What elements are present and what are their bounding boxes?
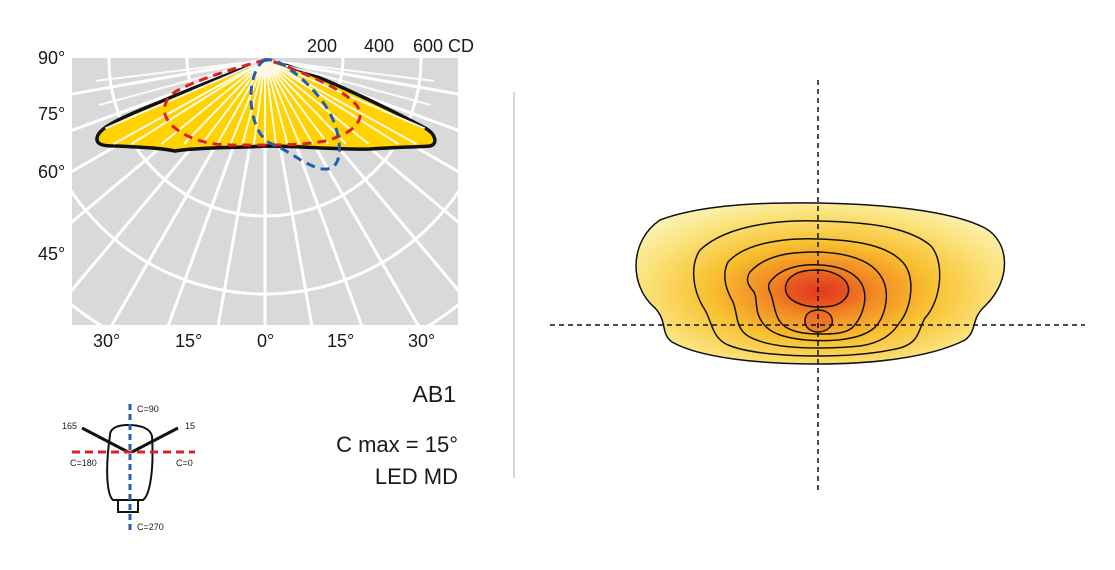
fill-ray-line <box>264 59 301 145</box>
fill-ray-line <box>113 59 266 145</box>
label-c180: C=180 <box>70 458 97 468</box>
label-c270: C=270 <box>137 522 164 532</box>
label-165: 165 <box>62 421 77 431</box>
fill-ray-line <box>264 59 278 145</box>
isolux-contour-2 <box>724 238 912 349</box>
grid-radial-line <box>264 58 458 96</box>
grid-radial-line <box>72 58 266 132</box>
angle-label-15-left: 15° <box>175 331 202 351</box>
label-c0: C=0 <box>176 458 193 468</box>
arm-165 <box>81 426 129 454</box>
fill-ray-line <box>252 59 266 145</box>
light-source: LED MD <box>375 464 458 489</box>
fill-ray-line <box>104 59 266 130</box>
fill-ray-line <box>241 59 266 145</box>
isolux-outer <box>635 202 1006 365</box>
isolux-core-lower <box>804 309 833 333</box>
label-c90: C=90 <box>137 404 159 414</box>
fill-ray-line <box>99 59 266 106</box>
isolux-core-upper <box>784 269 850 308</box>
fill-ray-line <box>264 59 289 145</box>
angle-label-45: 45° <box>38 244 65 264</box>
arm-15 <box>131 426 179 454</box>
fill-ray-line <box>131 59 266 145</box>
angle-label-30-left: 30° <box>93 331 120 351</box>
curve-c0-c180 <box>163 58 362 147</box>
isolux-contour-1 <box>692 220 941 357</box>
grid-radial-line <box>72 58 266 96</box>
angle-label-0: 0° <box>257 331 274 351</box>
intensity-label-400: 400 <box>364 36 394 56</box>
fill-ray-line <box>229 59 266 145</box>
fill-ray-line <box>264 59 417 145</box>
angle-label-60: 60° <box>38 162 65 182</box>
intensity-label-600: 600 CD <box>413 36 474 56</box>
fill-ray-line <box>264 59 347 145</box>
luminaire-diagram: C=90 C=270 C=180 C=0 165 15 <box>62 404 195 532</box>
fill-ray-line <box>183 59 266 145</box>
label-15: 15 <box>185 421 195 431</box>
isolux-diagram <box>550 80 1085 490</box>
model-name: AB1 <box>413 381 456 407</box>
intensity-label-200: 200 <box>307 36 337 56</box>
fill-ray-line <box>264 59 314 145</box>
luminaire-base <box>117 499 139 513</box>
fill-ray-line <box>216 59 266 145</box>
cmax-value: C max = 15° <box>336 432 458 457</box>
polar-chart: 90° 75° 60° 45° 30° 15° 0° 15° 30° 200 4… <box>38 36 474 351</box>
fill-ray-line <box>95 59 266 82</box>
isolux-contour-3 <box>746 251 888 342</box>
angle-label-15-right: 15° <box>327 331 354 351</box>
angle-label-75: 75° <box>38 104 65 124</box>
angle-label-30-right: 30° <box>408 331 435 351</box>
curve-c90-c270 <box>249 58 341 171</box>
fill-ray-line <box>264 59 399 145</box>
angle-label-90: 90° <box>38 48 65 68</box>
fill-ray-line <box>264 59 435 82</box>
isolux-contour-4 <box>767 264 866 335</box>
fill-ray-line <box>264 59 329 145</box>
